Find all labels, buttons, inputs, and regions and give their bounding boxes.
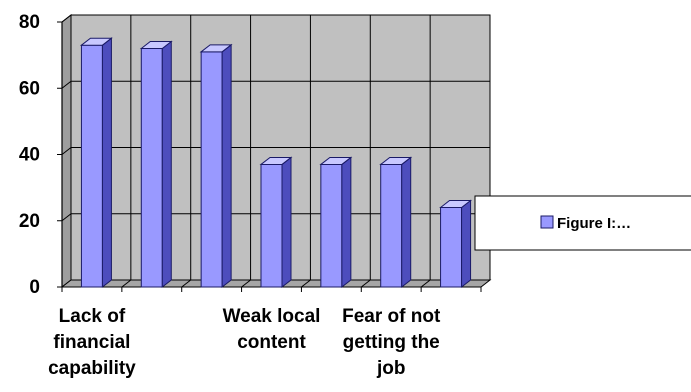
floor-divider — [241, 279, 251, 288]
bar-side — [161, 40, 172, 289]
gridline-side — [61, 213, 72, 222]
legend-swatch — [540, 215, 554, 229]
bar — [439, 199, 473, 289]
bar-top — [379, 156, 413, 165]
bar-top — [79, 37, 113, 46]
bar-front — [80, 44, 103, 288]
y-tick-label: 60 — [19, 78, 40, 99]
bar-side — [101, 37, 112, 289]
x-category-line: financial — [53, 332, 130, 353]
x-category-label: Fear of not getting the job — [342, 306, 441, 379]
x-category-line: Weak local — [223, 306, 321, 327]
y-tick-label: 40 — [19, 145, 40, 166]
bar-side — [401, 156, 412, 289]
bar — [259, 156, 293, 289]
bar-side — [461, 199, 472, 289]
bar — [79, 37, 113, 289]
bar-side — [341, 156, 352, 289]
floor-divider — [360, 279, 371, 288]
bars — [79, 37, 473, 289]
bar — [319, 156, 353, 289]
x-category-line: Fear of not — [342, 306, 441, 327]
bar — [199, 43, 233, 289]
x-category-line: Lack of — [59, 306, 126, 327]
bar-front — [260, 163, 283, 288]
legend-label: Figure I:… — [557, 215, 631, 232]
bar — [379, 156, 413, 289]
floor-divider — [181, 279, 192, 288]
y-axis-ticks: 0 20 40 60 80 — [19, 12, 482, 298]
x-category-line: job — [376, 358, 406, 379]
bar-top — [439, 200, 473, 208]
gridline-side — [61, 80, 72, 89]
bar-side — [221, 43, 232, 289]
bar — [139, 40, 173, 289]
gridline-side — [61, 14, 72, 23]
floor-divider — [301, 279, 311, 288]
bar-front — [320, 163, 343, 288]
bar-side — [281, 156, 292, 289]
x-axis-labels: Lack of financial capability Weak local cont… — [48, 306, 441, 379]
bar-top — [199, 44, 233, 53]
legend-box — [474, 195, 691, 251]
gridline-side — [61, 147, 72, 155]
bar-front — [440, 207, 463, 288]
x-category-line: capability — [48, 358, 136, 379]
y-tick-label: 20 — [19, 211, 40, 232]
floor-divider — [121, 279, 132, 288]
legend: Figure I:… — [474, 195, 691, 251]
x-category-line: content — [237, 332, 306, 353]
bar-top — [319, 156, 353, 165]
bar-front — [380, 163, 403, 288]
y-tick-label: 80 — [19, 12, 40, 33]
y-tick-label: 0 — [29, 277, 40, 298]
x-category-line: getting the — [343, 332, 440, 353]
floor-divider — [420, 279, 431, 288]
bar-top — [139, 41, 173, 49]
x-category-label: Lack of financial capability — [48, 306, 136, 379]
bar-top — [259, 156, 293, 165]
bar-front — [140, 48, 163, 288]
x-category-label: Weak local content — [223, 306, 321, 353]
bar-front — [200, 51, 223, 288]
